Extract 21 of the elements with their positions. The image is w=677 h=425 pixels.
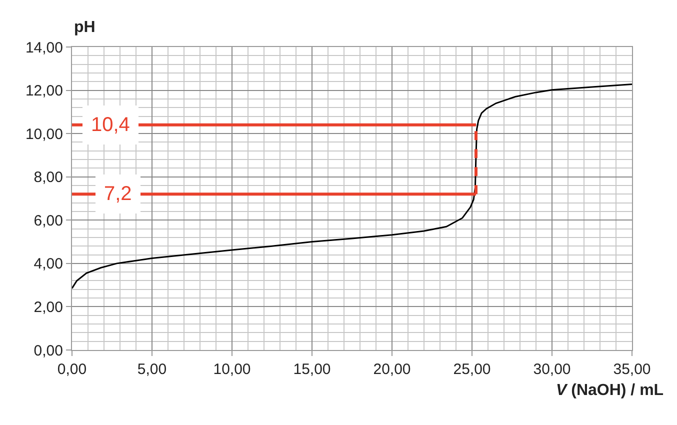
x-tick-label: 25,00 <box>453 361 491 378</box>
annotation: 7,2 <box>104 183 132 205</box>
line-series <box>72 83 632 290</box>
y-tick-label: 2,00 <box>34 298 63 316</box>
x-tick-label: 0,00 <box>57 361 87 378</box>
y-tick-label: 6,00 <box>34 212 63 230</box>
x-tick-label: 15,00 <box>293 361 331 378</box>
y-tick-label: 12,00 <box>25 82 63 100</box>
x-tick-label: 5,00 <box>137 361 167 378</box>
x-tick-label: 30,00 <box>533 361 571 378</box>
y-tick-label: 8,00 <box>34 169 63 186</box>
x-axis-title: V (NaOH) / mL <box>556 382 664 399</box>
x-tick-label: 20,00 <box>373 361 411 378</box>
y-axis-title: pH <box>74 19 96 36</box>
x-tick-label: 10,00 <box>213 361 251 378</box>
x-tick-label: 35,00 <box>613 361 651 378</box>
y-tick-label: 4,00 <box>34 256 63 273</box>
y-tick-label: 0,00 <box>34 342 63 360</box>
annotation: 10,4 <box>91 114 130 136</box>
y-tick-label: 14,00 <box>25 39 63 56</box>
y-tick-label: 10,00 <box>25 126 63 143</box>
